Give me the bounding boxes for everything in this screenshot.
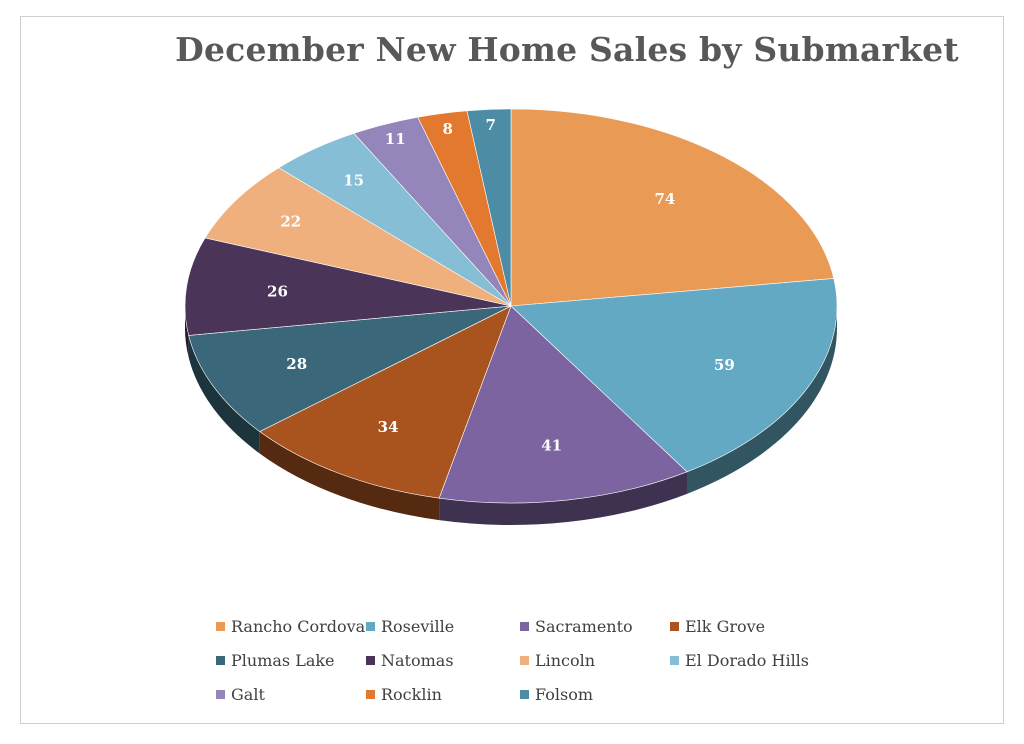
pie-side-elk-grove [259, 431, 440, 521]
legend-swatch [366, 622, 375, 631]
pie-slice-natomas [184, 237, 512, 336]
legend-label: Elk Grove [685, 617, 766, 636]
pie-side-sacramento [439, 471, 688, 525]
legend-swatch [670, 656, 679, 665]
pie-slice-folsom [466, 108, 512, 307]
pie-slices [184, 108, 838, 504]
legend-swatch [520, 690, 529, 699]
pie-slice-sacramento [438, 305, 688, 504]
legend-label: Plumas Lake [231, 651, 335, 670]
legend-swatch [670, 622, 679, 631]
legend-label: Lincoln [535, 651, 596, 670]
legend-label: El Dorado Hills [685, 651, 810, 670]
data-label-rocklin: 8 [442, 120, 452, 138]
pie-slice-rancho-cordova [510, 108, 835, 307]
legend-swatch [366, 656, 375, 665]
data-label-lincoln: 22 [280, 213, 301, 231]
legend-item-folsom: Folsom [520, 685, 593, 704]
chart-title: December New Home Sales by Submarket [175, 30, 959, 69]
data-label-el-dorado-hills: 15 [343, 171, 364, 189]
legend-item-lincoln: Lincoln [520, 651, 595, 670]
pie-side-roseville [687, 306, 837, 494]
pie-side-plumas-lake [188, 335, 260, 454]
legend-swatch [366, 690, 375, 699]
data-label-rancho-cordova: 74 [655, 190, 676, 208]
pie-side-natomas [185, 306, 189, 358]
legend-label: Folsom [535, 685, 593, 704]
legend-item-natomas: Natomas [366, 651, 454, 670]
legend-item-el-dorado-hills: El Dorado Hills [670, 651, 809, 670]
legend-swatch [520, 622, 529, 631]
legend-item-plumas-lake: Plumas Lake [216, 651, 335, 670]
pie-slice-roseville [510, 278, 838, 473]
data-label-plumas-lake: 28 [286, 355, 307, 373]
pie-slice-plumas-lake [188, 305, 512, 432]
legend-label: Sacramento [535, 617, 633, 636]
legend-swatch [216, 622, 225, 631]
data-label-elk-grove: 34 [378, 418, 399, 436]
legend-item-sacramento: Sacramento [520, 617, 633, 636]
data-label-natomas: 26 [267, 283, 288, 301]
legend-swatch [216, 656, 225, 665]
legend-swatch [216, 690, 225, 699]
data-label-roseville: 59 [714, 356, 735, 374]
data-label-galt: 11 [385, 130, 406, 148]
data-label-folsom: 7 [486, 116, 496, 134]
legend-item-galt: Galt [216, 685, 265, 704]
legend-label: Galt [231, 685, 265, 704]
pie-slice-elk-grove [259, 305, 512, 499]
legend-swatch [520, 656, 529, 665]
legend-item-rancho-cordova: Rancho Cordova [216, 617, 365, 636]
legend-label: Roseville [381, 617, 455, 636]
legend-label: Natomas [381, 651, 454, 670]
pie-slice-lincoln [204, 167, 512, 307]
legend-item-roseville: Roseville [366, 617, 454, 636]
pie-side-walls [185, 306, 837, 525]
legend-label: Rancho Cordova [231, 617, 366, 636]
legend-item-elk-grove: Elk Grove [670, 617, 765, 636]
data-labels: 74 59 41 34 28 26 22 15 11 8 7 [267, 116, 735, 455]
data-label-sacramento: 41 [541, 437, 562, 455]
legend-item-rocklin: Rocklin [366, 685, 442, 704]
legend-label: Rocklin [381, 685, 442, 704]
